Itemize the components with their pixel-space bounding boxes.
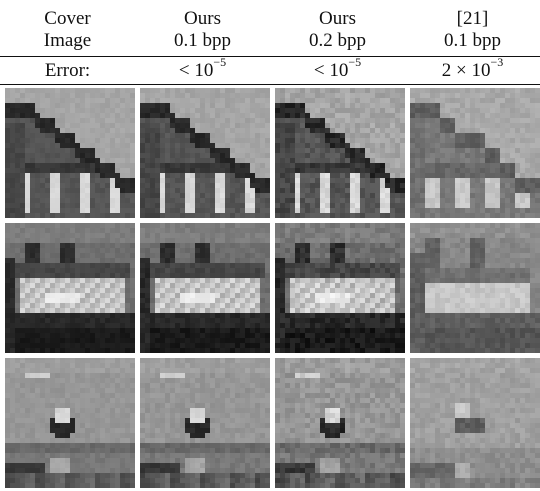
header-line2: 0.1 bpp bbox=[444, 30, 501, 51]
header-line1: [21] bbox=[456, 8, 489, 29]
header-line2: 0.1 bpp bbox=[174, 30, 231, 51]
table-top-rule bbox=[0, 56, 540, 57]
image-boat-ours-01 bbox=[140, 223, 270, 353]
error-text: Error: bbox=[44, 60, 91, 81]
header-ref21: [21] 0.1 bpp bbox=[405, 8, 540, 52]
header-line1: Ours bbox=[184, 8, 221, 29]
image-boat-ours-02 bbox=[275, 223, 405, 353]
error-text: 2 × 10 bbox=[441, 60, 491, 81]
header-line2: Image bbox=[43, 30, 92, 51]
image-bird-ref21 bbox=[410, 358, 540, 488]
error-exponent: −5 bbox=[213, 54, 227, 69]
image-rooftop-ours-02 bbox=[275, 88, 405, 218]
error-label: Error: bbox=[0, 60, 135, 82]
image-bird-ours-02 bbox=[275, 358, 405, 488]
image-rooftop-ref21 bbox=[410, 88, 540, 218]
error-text: < 10 bbox=[313, 60, 349, 81]
image-boat-cover bbox=[5, 223, 135, 353]
header-ours-02: Ours 0.2 bpp bbox=[270, 8, 405, 52]
image-rooftop-cover bbox=[5, 88, 135, 218]
error-text: < 10 bbox=[178, 60, 214, 81]
error-exponent: −3 bbox=[490, 54, 504, 69]
header-line1: Ours bbox=[319, 8, 356, 29]
table-bottom-rule bbox=[0, 84, 540, 85]
header-cover-image: Cover Image bbox=[0, 8, 135, 52]
header-ours-01: Ours 0.1 bpp bbox=[135, 8, 270, 52]
image-bird-cover bbox=[5, 358, 135, 488]
error-ours-01: < 10−5 bbox=[135, 56, 270, 82]
error-exponent: −5 bbox=[348, 54, 362, 69]
error-ours-02: < 10−5 bbox=[270, 56, 405, 82]
header-line2: 0.2 bpp bbox=[309, 30, 366, 51]
image-boat-ref21 bbox=[410, 223, 540, 353]
image-bird-ours-01 bbox=[140, 358, 270, 488]
header-line1: Cover bbox=[44, 8, 91, 29]
error-ref21: 2 × 10−3 bbox=[405, 56, 540, 82]
image-rooftop-ours-01 bbox=[140, 88, 270, 218]
